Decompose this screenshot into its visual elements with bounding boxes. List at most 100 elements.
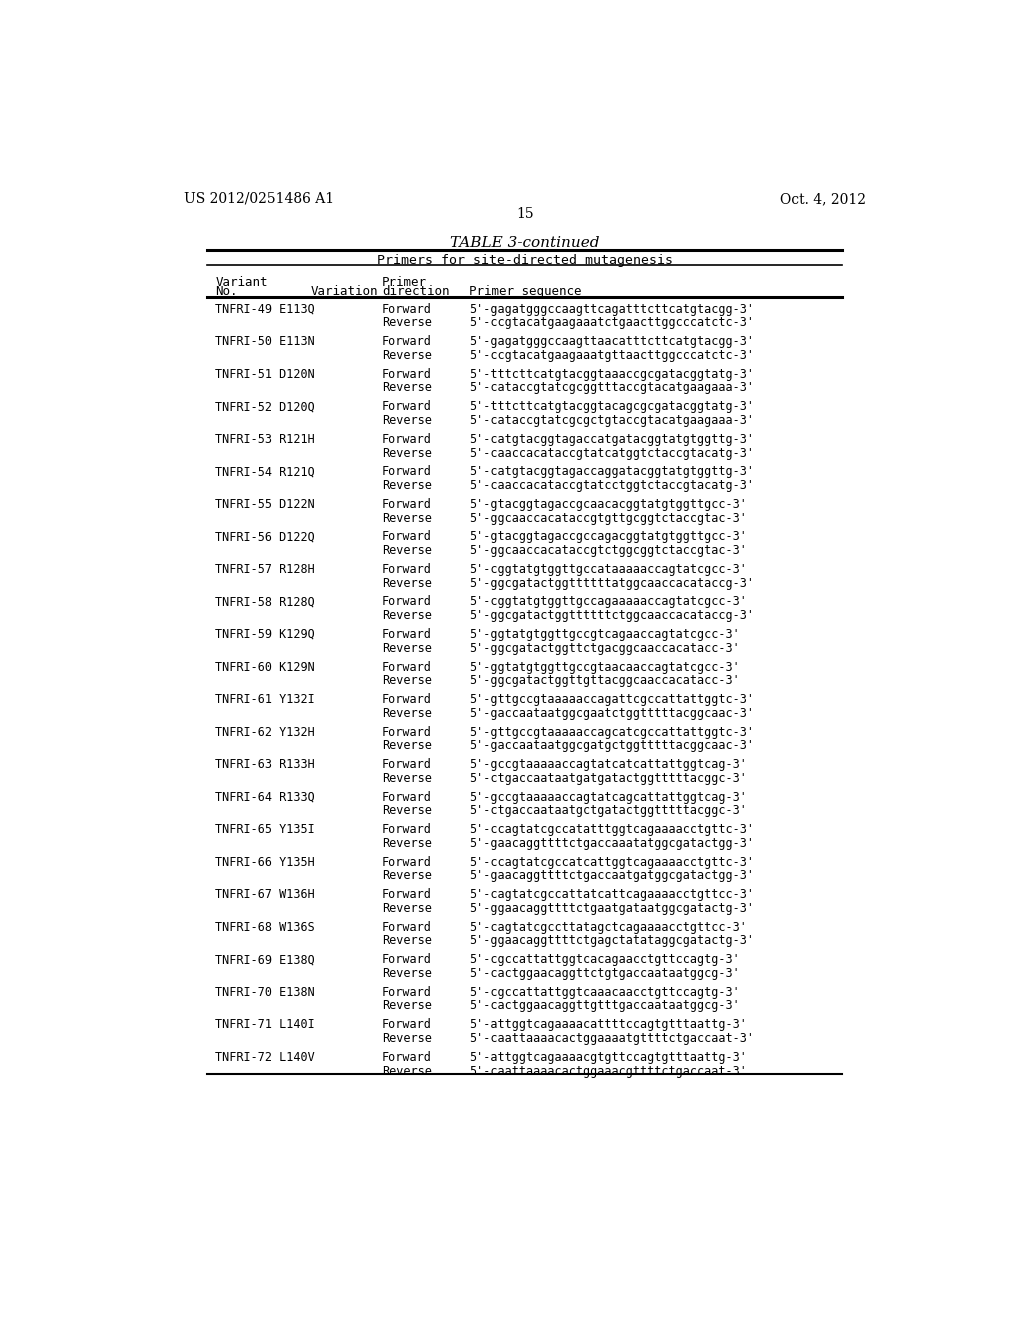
Text: Reverse: Reverse <box>382 544 432 557</box>
Text: 5'-ggaacaggttttctgagctatataggcgatactg-3': 5'-ggaacaggttttctgagctatataggcgatactg-3' <box>469 935 755 948</box>
Text: Forward: Forward <box>382 335 432 348</box>
Text: Reverse: Reverse <box>382 414 432 428</box>
Text: Forward: Forward <box>382 1018 432 1031</box>
Text: TNFRI-71 L140I: TNFRI-71 L140I <box>215 1018 315 1031</box>
Text: Forward: Forward <box>382 628 432 642</box>
Text: Reverse: Reverse <box>382 902 432 915</box>
Text: Reverse: Reverse <box>382 772 432 785</box>
Text: 5'-caaccacataccgtatcctggtctaccgtacatg-3': 5'-caaccacataccgtatcctggtctaccgtacatg-3' <box>469 479 755 492</box>
Text: 5'-catgtacggtagaccatgatacggtatgtggttg-3': 5'-catgtacggtagaccatgatacggtatgtggttg-3' <box>469 433 755 446</box>
Text: 5'-gttgccgtaaaaaccagattcgccattattggtc-3': 5'-gttgccgtaaaaaccagattcgccattattggtc-3' <box>469 693 755 706</box>
Text: direction: direction <box>382 285 450 298</box>
Text: 5'-ggcgatactggttttttctggcaaccacataccg-3': 5'-ggcgatactggttttttctggcaaccacataccg-3' <box>469 609 755 622</box>
Text: TNFRI-52 D120Q: TNFRI-52 D120Q <box>215 400 315 413</box>
Text: Forward: Forward <box>382 368 432 380</box>
Text: Reverse: Reverse <box>382 870 432 882</box>
Text: 5'-catgtacggtagaccaggatacggtatgtggttg-3': 5'-catgtacggtagaccaggatacggtatgtggttg-3' <box>469 466 755 478</box>
Text: TNFRI-53 R121H: TNFRI-53 R121H <box>215 433 315 446</box>
Text: 5'-gaccaataatggcgatgctggtttttacggcaac-3': 5'-gaccaataatggcgatgctggtttttacggcaac-3' <box>469 739 755 752</box>
Text: TNFRI-54 R121Q: TNFRI-54 R121Q <box>215 466 315 478</box>
Text: TNFRI-64 R133Q: TNFRI-64 R133Q <box>215 791 315 804</box>
Text: 5'-gaacaggttttctgaccaaatatggcgatactgg-3': 5'-gaacaggttttctgaccaaatatggcgatactgg-3' <box>469 837 755 850</box>
Text: Reverse: Reverse <box>382 512 432 524</box>
Text: TNFRI-65 Y135I: TNFRI-65 Y135I <box>215 824 315 836</box>
Text: Primer: Primer <box>382 276 427 289</box>
Text: 5'-cataccgtatcgcgctgtaccgtacatgaagaaa-3': 5'-cataccgtatcgcgctgtaccgtacatgaagaaa-3' <box>469 414 755 428</box>
Text: 5'-ctgaccaataatgctgatactggtttttacggc-3': 5'-ctgaccaataatgctgatactggtttttacggc-3' <box>469 804 748 817</box>
Text: TNFRI-62 Y132H: TNFRI-62 Y132H <box>215 726 315 739</box>
Text: 5'-gccgtaaaaaccagtatcagcattattggtcag-3': 5'-gccgtaaaaaccagtatcagcattattggtcag-3' <box>469 791 748 804</box>
Text: 5'-gttgccgtaaaaaccagcatcgccattattggtc-3': 5'-gttgccgtaaaaaccagcatcgccattattggtc-3' <box>469 726 755 739</box>
Text: 5'-ccagtatcgccatatttggtcagaaaacctgttc-3': 5'-ccagtatcgccatatttggtcagaaaacctgttc-3' <box>469 824 755 836</box>
Text: TNFRI-72 L140V: TNFRI-72 L140V <box>215 1051 315 1064</box>
Text: TNFRI-66 Y135H: TNFRI-66 Y135H <box>215 855 315 869</box>
Text: Forward: Forward <box>382 758 432 771</box>
Text: TNFRI-58 R128Q: TNFRI-58 R128Q <box>215 595 315 609</box>
Text: 5'-cggtatgtggttgccataaaaaccagtatcgcc-3': 5'-cggtatgtggttgccataaaaaccagtatcgcc-3' <box>469 562 748 576</box>
Text: Forward: Forward <box>382 466 432 478</box>
Text: Forward: Forward <box>382 920 432 933</box>
Text: 5'-cagtatcgccttatagctcagaaaacctgttcc-3': 5'-cagtatcgccttatagctcagaaaacctgttcc-3' <box>469 920 748 933</box>
Text: Reverse: Reverse <box>382 837 432 850</box>
Text: Reverse: Reverse <box>382 1064 432 1077</box>
Text: 5'-ggtatgtggttgccgtcagaaccagtatcgcc-3': 5'-ggtatgtggttgccgtcagaaccagtatcgcc-3' <box>469 628 740 642</box>
Text: TNFRI-56 D122Q: TNFRI-56 D122Q <box>215 531 315 544</box>
Text: Forward: Forward <box>382 531 432 544</box>
Text: 5'-caaccacataccgtatcatggtctaccgtacatg-3': 5'-caaccacataccgtatcatggtctaccgtacatg-3' <box>469 446 755 459</box>
Text: Reverse: Reverse <box>382 804 432 817</box>
Text: 5'-gtacggtagaccgccagacggtatgtggttgcc-3': 5'-gtacggtagaccgccagacggtatgtggttgcc-3' <box>469 531 748 544</box>
Text: Forward: Forward <box>382 562 432 576</box>
Text: 5'-gtacggtagaccgcaacacggtatgtggttgcc-3': 5'-gtacggtagaccgcaacacggtatgtggttgcc-3' <box>469 498 748 511</box>
Text: Forward: Forward <box>382 595 432 609</box>
Text: Reverse: Reverse <box>382 381 432 395</box>
Text: TNFRI-69 E138Q: TNFRI-69 E138Q <box>215 953 315 966</box>
Text: TNFRI-59 K129Q: TNFRI-59 K129Q <box>215 628 315 642</box>
Text: TNFRI-51 D120N: TNFRI-51 D120N <box>215 368 315 380</box>
Text: Variation: Variation <box>310 285 378 298</box>
Text: US 2012/0251486 A1: US 2012/0251486 A1 <box>183 191 334 206</box>
Text: 5'-cgccattattggtcaaacaacctgttccagtg-3': 5'-cgccattattggtcaaacaacctgttccagtg-3' <box>469 986 740 999</box>
Text: Forward: Forward <box>382 888 432 902</box>
Text: 5'-cactggaacaggttctgtgaccaataatggcg-3': 5'-cactggaacaggttctgtgaccaataatggcg-3' <box>469 968 740 979</box>
Text: No.: No. <box>215 285 238 298</box>
Text: TNFRI-67 W136H: TNFRI-67 W136H <box>215 888 315 902</box>
Text: Forward: Forward <box>382 693 432 706</box>
Text: TNFRI-60 K129N: TNFRI-60 K129N <box>215 660 315 673</box>
Text: TNFRI-63 R133H: TNFRI-63 R133H <box>215 758 315 771</box>
Text: 5'-ggcgatactggttctgacggcaaccacatacc-3': 5'-ggcgatactggttctgacggcaaccacatacc-3' <box>469 642 740 655</box>
Text: 5'-ggcgatactggttgttacggcaaccacatacc-3': 5'-ggcgatactggttgttacggcaaccacatacc-3' <box>469 675 740 688</box>
Text: TNFRI-70 E138N: TNFRI-70 E138N <box>215 986 315 999</box>
Text: Forward: Forward <box>382 400 432 413</box>
Text: 5'-ctgaccaataatgatgatactggtttttacggc-3': 5'-ctgaccaataatgatgatactggtttttacggc-3' <box>469 772 748 785</box>
Text: 5'-ggcaaccacataccgtgttgcggtctaccgtac-3': 5'-ggcaaccacataccgtgttgcggtctaccgtac-3' <box>469 512 748 524</box>
Text: 5'-cataccgtatcgcggtttaccgtacatgaagaaa-3': 5'-cataccgtatcgcggtttaccgtacatgaagaaa-3' <box>469 381 755 395</box>
Text: 5'-gaacaggttttctgaccaatgatggcgatactgg-3': 5'-gaacaggttttctgaccaatgatggcgatactgg-3' <box>469 870 755 882</box>
Text: Reverse: Reverse <box>382 609 432 622</box>
Text: Primers for site-directed mutagenesis: Primers for site-directed mutagenesis <box>377 253 673 267</box>
Text: 5'-caattaaaacactggaaacgttttctgaccaat-3': 5'-caattaaaacactggaaacgttttctgaccaat-3' <box>469 1064 748 1077</box>
Text: Forward: Forward <box>382 791 432 804</box>
Text: Reverse: Reverse <box>382 706 432 719</box>
Text: 15: 15 <box>516 207 534 222</box>
Text: Reverse: Reverse <box>382 642 432 655</box>
Text: TNFRI-68 W136S: TNFRI-68 W136S <box>215 920 315 933</box>
Text: Reverse: Reverse <box>382 1032 432 1045</box>
Text: Forward: Forward <box>382 1051 432 1064</box>
Text: Oct. 4, 2012: Oct. 4, 2012 <box>780 191 866 206</box>
Text: TNFRI-49 E113Q: TNFRI-49 E113Q <box>215 302 315 315</box>
Text: Reverse: Reverse <box>382 999 432 1012</box>
Text: 5'-gagatgggccaagttcagatttcttcatgtacgg-3': 5'-gagatgggccaagttcagatttcttcatgtacgg-3' <box>469 302 755 315</box>
Text: 5'-ggaacaggttttctgaatgataatggcgatactg-3': 5'-ggaacaggttttctgaatgataatggcgatactg-3' <box>469 902 755 915</box>
Text: 5'-cagtatcgccattatcattcagaaaacctgttcc-3': 5'-cagtatcgccattatcattcagaaaacctgttcc-3' <box>469 888 755 902</box>
Text: TNFRI-55 D122N: TNFRI-55 D122N <box>215 498 315 511</box>
Text: 5'-ggtatgtggttgccgtaacaaccagtatcgcc-3': 5'-ggtatgtggttgccgtaacaaccagtatcgcc-3' <box>469 660 740 673</box>
Text: Forward: Forward <box>382 302 432 315</box>
Text: 5'-gccgtaaaaaccagtatcatcattattggtcag-3': 5'-gccgtaaaaaccagtatcatcattattggtcag-3' <box>469 758 748 771</box>
Text: Reverse: Reverse <box>382 479 432 492</box>
Text: TNFRI-61 Y132I: TNFRI-61 Y132I <box>215 693 315 706</box>
Text: 5'-ggcgatactggttttttatggcaaccacataccg-3': 5'-ggcgatactggttttttatggcaaccacataccg-3' <box>469 577 755 590</box>
Text: Reverse: Reverse <box>382 446 432 459</box>
Text: Forward: Forward <box>382 953 432 966</box>
Text: TNFRI-50 E113N: TNFRI-50 E113N <box>215 335 315 348</box>
Text: 5'-cgccattattggtcacagaacctgttccagtg-3': 5'-cgccattattggtcacagaacctgttccagtg-3' <box>469 953 740 966</box>
